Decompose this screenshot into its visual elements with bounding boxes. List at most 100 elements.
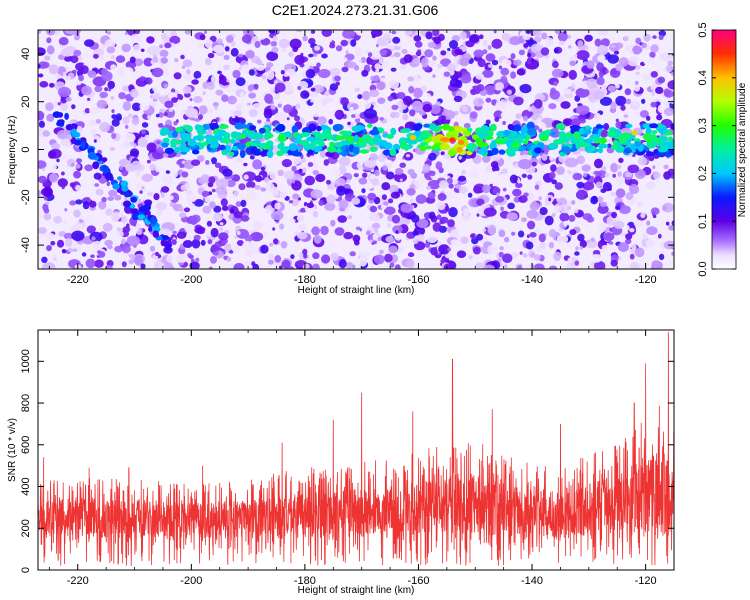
heatmap-speckle bbox=[379, 49, 387, 56]
heatmap-speckle bbox=[436, 63, 443, 69]
heatmap-speckle bbox=[65, 97, 72, 102]
heatmap-speckle bbox=[153, 193, 160, 201]
heatmap-speckle bbox=[501, 59, 512, 68]
heatmap-speckle bbox=[412, 87, 423, 99]
heatmap-speckle bbox=[425, 31, 433, 40]
heatmap-speckle bbox=[76, 158, 82, 164]
heatmap-diagonal-cell bbox=[57, 119, 62, 126]
heatmap-speckle bbox=[589, 169, 595, 174]
heatmap-speckle bbox=[278, 38, 290, 49]
heatmap-speckle bbox=[160, 186, 170, 193]
heatmap-speckle bbox=[89, 97, 95, 102]
heatmap-speckle bbox=[670, 72, 674, 76]
heatmap-speckle bbox=[495, 196, 505, 203]
heatmap-speckle bbox=[567, 257, 573, 264]
heatmap-speckle bbox=[643, 33, 651, 42]
heatmap-ridge-cell bbox=[301, 132, 311, 137]
heatmap-speckle bbox=[288, 51, 294, 58]
heatmap-diagonal-cell bbox=[137, 214, 146, 220]
heatmap-speckle bbox=[335, 81, 340, 86]
heatmap-speckle bbox=[61, 171, 65, 176]
colorbar: 0.0 0.1 0.2 0.3 0.4 0.5 Normalized spectral a… bbox=[697, 22, 748, 276]
heatmap-speckle bbox=[266, 62, 274, 68]
heatmap-speckle bbox=[651, 92, 655, 96]
heatmap-speckle bbox=[274, 255, 282, 263]
heatmap-speckle bbox=[266, 70, 275, 80]
heatmap-speckle bbox=[521, 173, 527, 178]
heatmap-speckle bbox=[560, 101, 571, 109]
heatmap-speckle bbox=[663, 164, 669, 170]
heatmap-speckle bbox=[527, 106, 532, 112]
heatmap-speckle bbox=[468, 255, 473, 260]
heatmap-speckle bbox=[260, 187, 267, 192]
heatmap-speckle bbox=[121, 261, 127, 268]
heatmap-ridge-cell bbox=[667, 136, 674, 143]
heatmap-speckle bbox=[441, 41, 446, 47]
heatmap-speckle bbox=[379, 117, 384, 121]
heatmap-speckle bbox=[111, 109, 115, 114]
heatmap-speckle bbox=[390, 67, 397, 72]
heatmap-speckle bbox=[594, 38, 602, 47]
heatmap-ridge-cell bbox=[314, 132, 322, 139]
heatmap-speckle bbox=[236, 230, 241, 236]
heatmap-speckle bbox=[551, 179, 557, 185]
heatmap-ridge-cell bbox=[582, 128, 592, 135]
heatmap-speckle bbox=[224, 243, 232, 252]
heatmap-speckle bbox=[597, 54, 606, 63]
heatmap-speckle bbox=[645, 239, 656, 248]
heatmap-speckle bbox=[345, 261, 354, 269]
heatmap-speckle bbox=[246, 102, 251, 106]
heatmap-speckle bbox=[174, 222, 180, 229]
heatmap-ridge-cell bbox=[353, 134, 359, 143]
heatmap-ridge-cell bbox=[593, 139, 601, 144]
heatmap-speckle bbox=[574, 208, 579, 214]
spectrogram-ylabel: Frequency (Hz) bbox=[7, 116, 18, 185]
heatmap-ridge-cell bbox=[475, 137, 483, 145]
heatmap-ridge-cell bbox=[390, 127, 397, 136]
heatmap-speckle bbox=[69, 182, 75, 187]
heatmap-speckle bbox=[610, 162, 618, 173]
heatmap-speckle bbox=[76, 126, 83, 133]
heatmap-speckle bbox=[539, 207, 548, 216]
heatmap-speckle bbox=[427, 191, 436, 200]
heatmap-speckle bbox=[212, 102, 219, 107]
heatmap-speckle bbox=[610, 101, 617, 110]
heatmap-speckle bbox=[169, 171, 178, 178]
heatmap-speckle bbox=[671, 251, 674, 256]
heatmap-speckle bbox=[193, 234, 201, 241]
heatmap-speckle bbox=[244, 234, 253, 242]
heatmap-ridge-cell bbox=[239, 133, 246, 139]
heatmap-speckle bbox=[235, 201, 242, 207]
heatmap-speckle bbox=[635, 37, 642, 45]
spectrogram-ytick-label: 40 bbox=[20, 48, 32, 60]
heatmap-speckle bbox=[579, 239, 587, 248]
heatmap-speckle bbox=[385, 235, 394, 243]
heatmap-speckle bbox=[38, 209, 44, 215]
heatmap-speckle bbox=[38, 227, 47, 235]
heatmap-speckle bbox=[191, 238, 201, 249]
heatmap-diagonal-cell bbox=[145, 210, 151, 216]
heatmap-speckle bbox=[511, 231, 516, 236]
heatmap-speckle bbox=[187, 235, 192, 240]
heatmap-speckle bbox=[597, 30, 609, 36]
heatmap-speckle bbox=[510, 71, 517, 79]
heatmap-speckle bbox=[171, 239, 177, 246]
heatmap-speckle bbox=[270, 210, 284, 221]
heatmap-ridge-cell bbox=[219, 144, 226, 151]
heatmap-speckle bbox=[646, 115, 651, 121]
heatmap-ridge-cell bbox=[480, 125, 489, 134]
heatmap-speckle bbox=[529, 201, 540, 211]
heatmap-ridge-cell bbox=[340, 151, 348, 156]
heatmap-speckle bbox=[427, 41, 436, 49]
heatmap-speckle bbox=[519, 251, 523, 255]
heatmap-ridge-cell bbox=[448, 130, 460, 136]
heatmap-speckle bbox=[329, 110, 335, 118]
heatmap-ridge-cell bbox=[354, 124, 365, 131]
heatmap-speckle bbox=[89, 193, 97, 201]
heatmap-speckle bbox=[526, 209, 539, 219]
heatmap-speckle bbox=[576, 50, 590, 61]
heatmap-speckle bbox=[120, 238, 126, 245]
heatmap-speckle bbox=[529, 232, 537, 238]
heatmap-speckle bbox=[655, 86, 664, 94]
heatmap-speckle bbox=[557, 163, 562, 167]
